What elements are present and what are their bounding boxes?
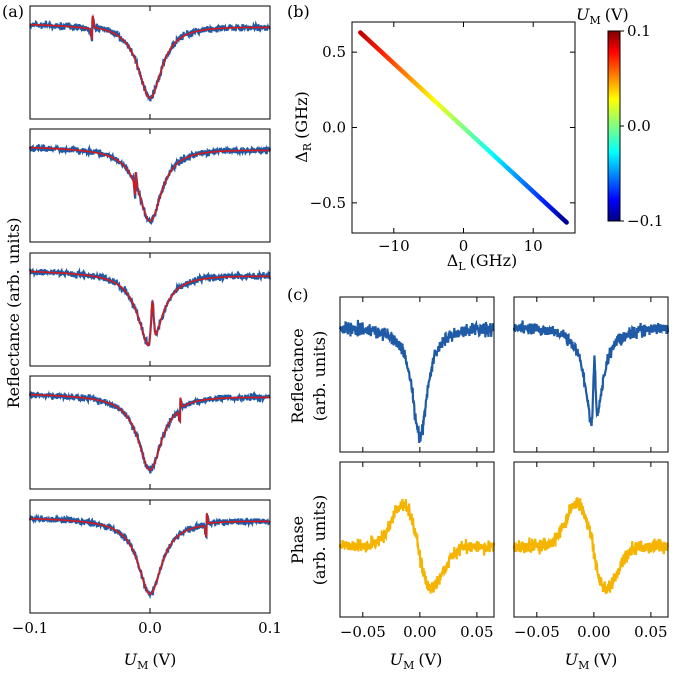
x-tick-label: 0 xyxy=(459,237,469,255)
reflectance-subplot-5: −0.1 0.0 0.1 xyxy=(12,499,282,637)
panel-c-ylabel-bottom-1: Phase xyxy=(288,516,307,564)
fit-curve xyxy=(30,512,270,595)
panel-c-xlabel-right: UM (V) xyxy=(565,650,618,672)
panel-b-xlabel-main: Δ xyxy=(447,251,459,270)
colorbar-tick-label: 0.1 xyxy=(627,22,651,40)
subplot-frame xyxy=(339,461,495,618)
panel-a-xlabel-main: U xyxy=(124,650,138,669)
panel-b-xlabel: ΔL (GHz) xyxy=(447,251,518,273)
panel-c: −0.05 0.00 0.05 −0.05 0.00 0.05 xyxy=(338,296,670,641)
panel-c-xlabel-right-unit: (V) xyxy=(593,650,617,669)
phase-trace xyxy=(512,497,670,595)
colorbar-tick-label: 0.0 xyxy=(627,117,651,135)
x-tick-label: 0.00 xyxy=(403,623,436,641)
y-tick-label: 0.0 xyxy=(322,119,346,137)
colorbar-label-sub: M xyxy=(589,14,600,27)
panel-c-xlabel-left: UM (V) xyxy=(390,650,443,672)
measured-trace xyxy=(28,513,271,600)
phase-right-subplot: −0.05 0.00 0.05 xyxy=(512,461,670,641)
fit-curve xyxy=(30,146,270,222)
x-tick-label: −0.05 xyxy=(340,623,386,641)
panel-label-b: (b) xyxy=(287,2,310,21)
panel-b-xlabel-unit: (GHz) xyxy=(470,251,518,270)
y-tick-label: −0.5 xyxy=(310,194,346,212)
colorbar xyxy=(607,30,621,222)
panel-b-ylabel: ΔR (GHz) xyxy=(292,91,314,163)
measured-trace xyxy=(29,16,271,102)
panel-a-xlabel: UM (V) xyxy=(124,650,177,672)
panel-c-ylabel-bottom-2: (arb. units) xyxy=(310,495,329,585)
reflectance-right-subplot xyxy=(512,296,670,453)
subplot-frame xyxy=(513,461,669,618)
fit-curve xyxy=(30,393,270,471)
panel-label-c: (c) xyxy=(287,285,308,304)
panel-b: −10 0 10 −0.5 0.0 0.5 0.1 0.0 −0.1 xyxy=(310,21,663,255)
colorbar-label: UM (V) xyxy=(576,5,629,27)
panel-c-xlabel-left-sub: M xyxy=(403,659,414,672)
x-tick-label: 0.05 xyxy=(634,623,667,641)
panel-c-xlabel-left-unit: (V) xyxy=(418,650,442,669)
x-tick-label: −0.05 xyxy=(514,623,560,641)
measured-trace xyxy=(28,390,271,474)
panel-a-xlabel-sub: M xyxy=(137,659,148,672)
colorbar-tick-label: −0.1 xyxy=(627,212,663,230)
colorbar-label-unit: (V) xyxy=(605,5,629,24)
panel-b-ylabel-main: Δ xyxy=(292,151,311,163)
reflectance-subplot-2 xyxy=(28,128,272,243)
panel-a-ylabel: Reflectance (arb. units) xyxy=(4,218,23,409)
x-tick-label: 0.00 xyxy=(577,623,610,641)
measured-trace xyxy=(28,143,272,226)
reflectance-left-subplot xyxy=(338,296,495,453)
panel-b-xlabel-sub: L xyxy=(458,260,466,273)
panel-c-xlabel-right-sub: M xyxy=(578,659,589,672)
panel-a-xlabel-unit: (V) xyxy=(152,650,176,669)
reflectance-subplot-3 xyxy=(28,252,272,367)
fit-curve xyxy=(30,270,270,347)
fit-curve xyxy=(30,13,270,99)
x-tick-label: 0.05 xyxy=(460,623,493,641)
phase-trace xyxy=(338,498,496,594)
x-tick-label: −0.1 xyxy=(12,619,48,637)
reflectance-subplot-1 xyxy=(29,5,271,120)
panel-c-xlabel-left-main: U xyxy=(390,650,404,669)
panel-label-a: (a) xyxy=(2,2,24,21)
reflectance-trace xyxy=(512,320,670,427)
y-tick-label: 0.5 xyxy=(322,43,346,61)
detuning-line xyxy=(358,30,569,225)
subplot-frame xyxy=(513,296,669,453)
subplot-frame xyxy=(339,296,495,453)
panel-c-xlabel-right-main: U xyxy=(565,650,579,669)
reflectance-trace xyxy=(338,319,495,443)
x-tick-label: 0.1 xyxy=(258,619,282,637)
phase-left-subplot: −0.05 0.00 0.05 xyxy=(338,461,496,641)
panel-c-ylabel-top-2: (arb. units) xyxy=(310,331,329,421)
colorbar-label-main: U xyxy=(576,5,590,24)
panel-c-ylabel-top-1: Reflectance xyxy=(288,328,307,423)
panel-b-ylabel-unit: (GHz) xyxy=(292,91,311,139)
reflectance-subplot-4 xyxy=(28,375,271,490)
x-tick-label: −10 xyxy=(378,237,410,255)
panel-a: −0.1 0.0 0.1 xyxy=(12,5,282,637)
x-tick-label: 0.0 xyxy=(138,619,162,637)
panel-b-ylabel-sub: R xyxy=(301,142,314,151)
x-tick-label: 10 xyxy=(524,237,543,255)
